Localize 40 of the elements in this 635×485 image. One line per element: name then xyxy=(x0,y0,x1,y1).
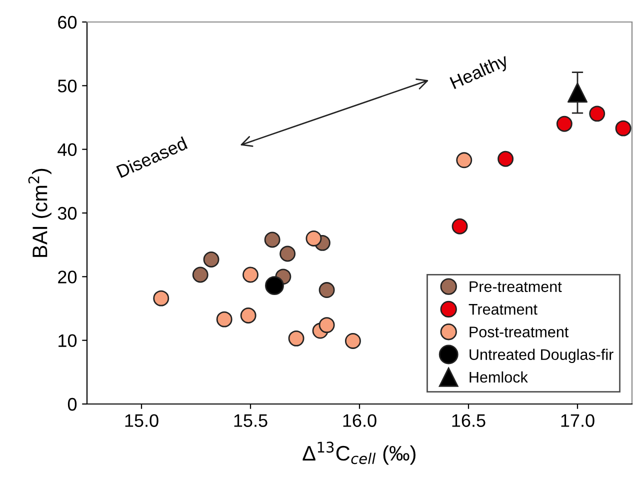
legend-label: Hemlock xyxy=(470,371,528,383)
point xyxy=(203,252,220,268)
x-tick-label: 17.0 xyxy=(561,414,594,427)
point xyxy=(615,120,632,136)
point xyxy=(567,82,588,103)
point xyxy=(344,332,361,349)
point xyxy=(452,218,468,234)
legend-label: Treatment xyxy=(468,304,538,315)
point xyxy=(153,290,170,306)
legend-label: Pre-treatment xyxy=(470,281,562,292)
point xyxy=(456,152,472,168)
y-tick-label: 50 xyxy=(58,80,77,92)
point xyxy=(306,230,322,246)
point xyxy=(498,150,514,167)
x-tick-label: 16.5 xyxy=(452,414,486,427)
point xyxy=(589,106,606,122)
y-tick-label: 0 xyxy=(68,398,77,411)
point xyxy=(192,266,208,283)
point xyxy=(216,311,232,328)
point xyxy=(556,116,572,132)
legend-label: Untreated Douglas-fir xyxy=(470,348,614,364)
point xyxy=(318,317,335,334)
y-tick-label: 60 xyxy=(58,16,77,29)
point xyxy=(280,246,296,262)
x-tick-label: 16.0 xyxy=(343,414,376,427)
legend-label: Post-treatment xyxy=(470,326,569,338)
x-axis-title: Δ$^{13}$C$_{cell}$ (‰) xyxy=(302,442,416,465)
x-tick-label: 15.0 xyxy=(125,414,158,427)
point xyxy=(318,282,335,298)
x-tick-label: 15.5 xyxy=(234,414,268,427)
point xyxy=(242,266,258,283)
point xyxy=(240,308,256,324)
y-tick-label: 30 xyxy=(58,206,77,220)
y-tick-label: 10 xyxy=(58,334,77,348)
point xyxy=(264,232,280,248)
y-axis-title: BAI (cm$^{2}$) xyxy=(28,168,52,257)
y-tick-label: 20 xyxy=(58,270,77,284)
point xyxy=(288,330,304,346)
point xyxy=(265,276,284,296)
y-tick-label: 40 xyxy=(58,143,77,156)
